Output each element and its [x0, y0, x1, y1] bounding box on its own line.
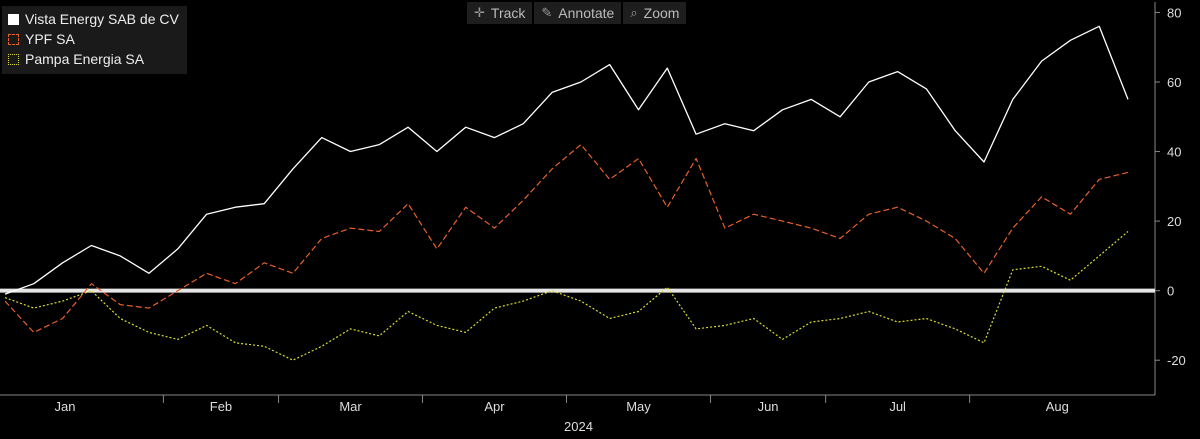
zoom-label: Zoom	[643, 5, 680, 21]
annotate-label: Annotate	[558, 5, 615, 21]
annotate-button[interactable]: ✎ Annotate	[534, 2, 622, 24]
chart-legend: Vista Energy SAB de CV YPF SA Pampa Ener…	[2, 6, 187, 74]
legend-swatch-ypf	[8, 33, 19, 45]
y-tick-label: 40	[1167, 145, 1181, 160]
x-tick-label: Apr	[484, 399, 505, 414]
chart-axes	[0, 2, 1156, 396]
pencil-icon: ✎	[541, 5, 553, 20]
crosshair-icon: ✛	[474, 5, 485, 20]
legend-item-ypf[interactable]: YPF SA	[8, 29, 179, 49]
x-tick-label: Feb	[210, 399, 232, 414]
x-tick-label: Jan	[55, 399, 76, 414]
x-tick-label: Jul	[889, 399, 906, 414]
zoom-button[interactable]: ⌕ Zoom	[623, 2, 687, 24]
chart-ticks: -20 0 20 40 60 80 Jan Feb Mar Apr May Jun Jul Aug 2024	[55, 5, 1186, 434]
legend-label-vista: Vista Energy SAB de CV	[25, 11, 179, 27]
y-tick-label: 0	[1167, 284, 1174, 299]
x-tick-label: Jun	[758, 399, 779, 414]
series-line-vista	[4, 25, 1129, 295]
x-tick-label: May	[626, 399, 651, 414]
legend-item-pampa[interactable]: Pampa Energia SA	[8, 49, 179, 69]
y-tick-label: 20	[1167, 214, 1181, 229]
y-tick-label: -20	[1167, 353, 1186, 368]
legend-item-vista[interactable]: Vista Energy SAB de CV	[8, 9, 179, 29]
legend-swatch-vista	[8, 13, 19, 25]
series-line-pampa	[4, 231, 1129, 361]
chart-toolbar: ✛ Track ✎ Annotate ⌕ Zoom	[467, 2, 687, 24]
track-label: Track	[490, 5, 526, 21]
series-line-ypf	[4, 144, 1129, 333]
x-tick-label: Aug	[1046, 399, 1069, 414]
chart-series	[0, 25, 1155, 361]
x-group-label: 2024	[564, 419, 593, 434]
y-tick-label: 60	[1167, 75, 1181, 90]
magnifier-icon: ⌕	[630, 5, 638, 20]
x-tick-label: Mar	[339, 399, 362, 414]
legend-swatch-pampa	[8, 53, 19, 65]
legend-label-pampa: Pampa Energia SA	[25, 51, 145, 67]
y-tick-label: 80	[1167, 5, 1181, 20]
track-button[interactable]: ✛ Track	[467, 2, 533, 24]
legend-label-ypf: YPF SA	[25, 31, 75, 47]
